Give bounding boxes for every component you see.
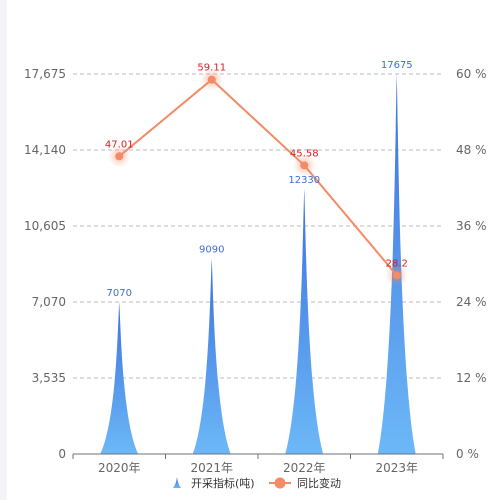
bar-value-label: 12330 xyxy=(288,175,320,186)
x-tick-label: 2021年 xyxy=(190,461,233,475)
bar-spike[interactable] xyxy=(192,258,231,454)
bar-value-label: 7070 xyxy=(107,288,132,299)
legend-line-marker[interactable] xyxy=(274,477,286,489)
y-left-tick-label: 3,535 xyxy=(32,371,66,385)
y-right-tick-label: 0 % xyxy=(456,447,479,461)
line-point[interactable] xyxy=(300,161,309,170)
line-value-label: 47.01 xyxy=(105,139,134,150)
bar-spike[interactable] xyxy=(377,74,416,454)
line-point[interactable] xyxy=(207,75,216,84)
bar-spike[interactable] xyxy=(100,302,139,454)
x-tick-label: 2020年 xyxy=(98,461,141,475)
x-tick-label: 2022年 xyxy=(283,461,326,475)
y-right-tick-label: 24 % xyxy=(456,295,487,309)
line-value-label: 28.2 xyxy=(386,258,408,269)
line-value-label: 45.58 xyxy=(290,148,319,159)
line-point[interactable] xyxy=(392,271,401,280)
legend-bar-label[interactable]: 开采指标(吨) xyxy=(191,476,255,490)
bar-spike[interactable] xyxy=(285,188,324,454)
y-right-tick-label: 48 % xyxy=(456,143,487,157)
yoy-line xyxy=(118,78,398,277)
y-left-tick-label: 10,605 xyxy=(24,219,66,233)
y-left-tick-label: 14,140 xyxy=(24,143,66,157)
line-point[interactable] xyxy=(115,152,124,161)
y-right-tick-label: 36 % xyxy=(456,219,487,233)
left-margin-strip xyxy=(0,0,7,500)
x-tick-label: 2023年 xyxy=(375,461,418,475)
y-right-tick-label: 60 % xyxy=(456,67,487,81)
line-value-label: 59.11 xyxy=(197,63,226,74)
legend-line-label[interactable]: 同比变动 xyxy=(297,476,341,490)
y-left-tick-label: 17,675 xyxy=(24,67,66,81)
legend-bar-icon[interactable] xyxy=(173,477,181,488)
bar-value-label: 9090 xyxy=(199,245,224,256)
y-left-tick-label: 0 xyxy=(58,447,66,461)
y-left-tick-label: 7,070 xyxy=(32,295,66,309)
bar-value-label: 17675 xyxy=(381,60,413,71)
y-right-tick-label: 12 % xyxy=(456,371,487,385)
